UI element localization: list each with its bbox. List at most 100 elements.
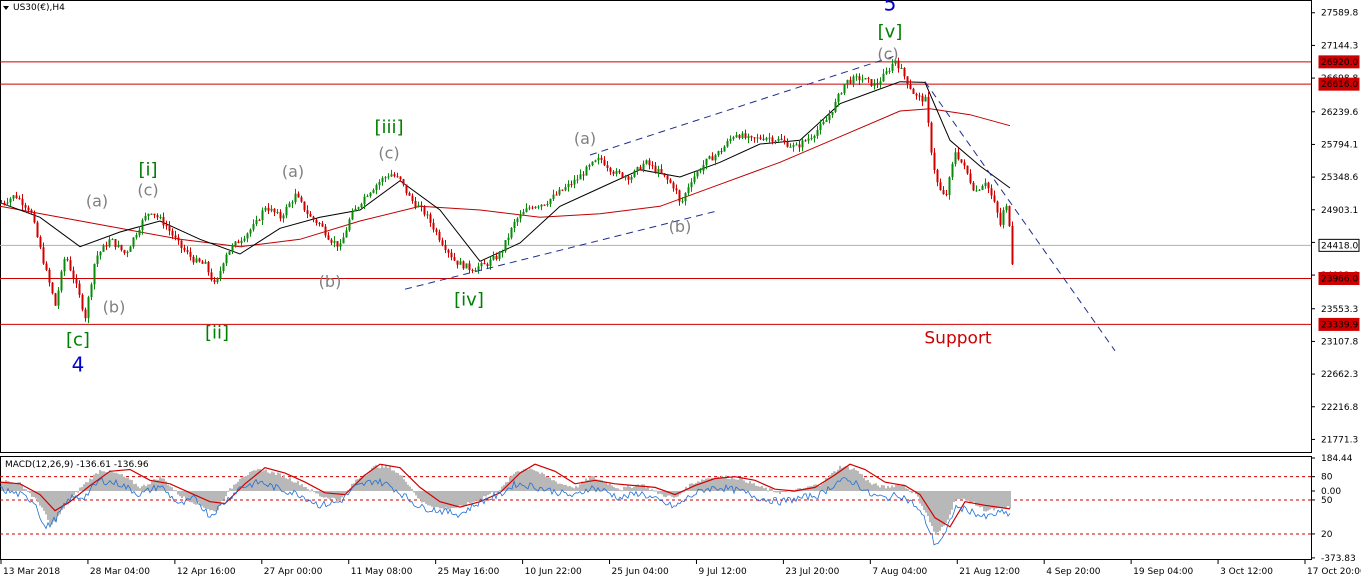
candle-body [555,194,558,196]
candle [171,228,174,240]
candle [450,249,453,261]
candle-body [966,165,969,174]
candle [921,93,924,107]
candle [219,266,222,282]
macd-hist-bar [317,491,319,494]
macd-hist-bar [113,472,115,491]
candle-body [852,76,855,84]
macd-hist-bar [243,476,245,491]
candle [528,205,531,211]
macd-indicator [0,463,1311,546]
macd-hist-bar [315,491,317,494]
macd-hist-bar [129,479,131,491]
macd-hist-bar [955,491,957,500]
candle [45,261,48,272]
macd-hist-bar [821,484,823,491]
macd-hist-bar [227,490,229,492]
candle [60,269,63,293]
candle [285,204,288,219]
macd-hist-bar [531,469,533,491]
candle-body [120,244,123,251]
macd-hist-bar [659,491,661,494]
level-tag-label: 26616.0 [1321,80,1358,90]
price-tick-label: 22662.3 [1321,370,1358,380]
macd-hist-bar [107,472,109,491]
macd-hist-bar [609,483,611,491]
macd-hist-bar [771,488,773,491]
candle [825,115,828,123]
level-tag-label: 24418.0 [1321,241,1358,251]
macd-hist-bar [877,485,879,491]
candle [912,87,915,95]
candle-body [354,208,357,212]
macd-hist-bar [483,491,485,497]
candle-body [990,188,993,196]
macd-hist-bar [35,491,37,499]
candle [684,192,687,206]
candle-body [363,196,366,205]
candle-body [156,215,159,218]
candle [858,73,861,85]
candle [867,76,870,83]
macd-hist-bar [823,482,825,491]
candle [21,194,24,211]
macd-hist-bar [229,488,231,491]
candle [159,214,162,220]
macd-hist-bar [447,491,449,510]
candle-body [330,239,333,243]
candle-body [609,167,612,172]
candle [756,133,759,143]
candle [267,203,270,214]
macd-hist-bar [477,491,479,501]
candle-body [342,237,345,244]
macd-hist-bar [589,476,591,491]
price-tick-label: 24903.1 [1321,206,1358,216]
candle [54,292,57,306]
chart-menu-icon[interactable] [3,6,9,10]
candle [645,159,648,165]
candle-body [834,101,837,112]
candle-body [618,170,621,173]
macd-hist-bar [627,485,629,491]
candle [957,147,960,161]
macd-hist-bar [999,491,1001,508]
candle-body [42,247,45,264]
candle-body [123,250,126,254]
candle [813,134,816,143]
macd-hist-bar [725,475,727,491]
time-tick-label: 3 Oct 12:00 [1220,567,1273,577]
macd-hist-bar [323,491,325,498]
candle [558,186,561,196]
candle [1008,205,1011,227]
macd-hist-bar [401,475,403,491]
candle-body [975,190,978,192]
macd-hist-bar [819,485,821,491]
macd-hist-bar [529,468,531,491]
candle-body [66,259,69,261]
macd-hist-bar [547,477,549,491]
macd-hist-bar [393,470,395,491]
candle-body [6,202,9,204]
candle [543,204,546,206]
candle [639,164,642,171]
candle-body [153,213,156,216]
level-tag-box [1318,238,1360,252]
candle-body [72,270,75,279]
macd-hist-bar [857,470,859,491]
macd-hist-bar [853,468,855,491]
candle [636,166,639,175]
macd-hist-bar [975,491,977,506]
candle [753,137,756,143]
candle-body [999,212,1002,225]
candle-body [768,137,771,139]
candle-body [78,283,81,295]
macd-hist-bar [305,486,307,491]
candle [699,168,702,174]
candle [120,244,123,252]
candle [627,175,630,185]
candle-body [261,210,264,221]
candle [774,139,777,145]
macd-hist-bar [911,491,913,494]
macd-hist-bar [297,481,299,491]
candle-body [783,139,786,142]
